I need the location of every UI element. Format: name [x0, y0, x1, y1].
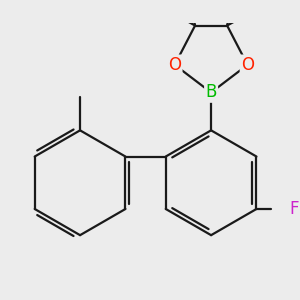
- Text: O: O: [241, 56, 254, 74]
- Text: B: B: [206, 83, 217, 101]
- Text: O: O: [168, 56, 181, 74]
- Text: F: F: [290, 200, 299, 218]
